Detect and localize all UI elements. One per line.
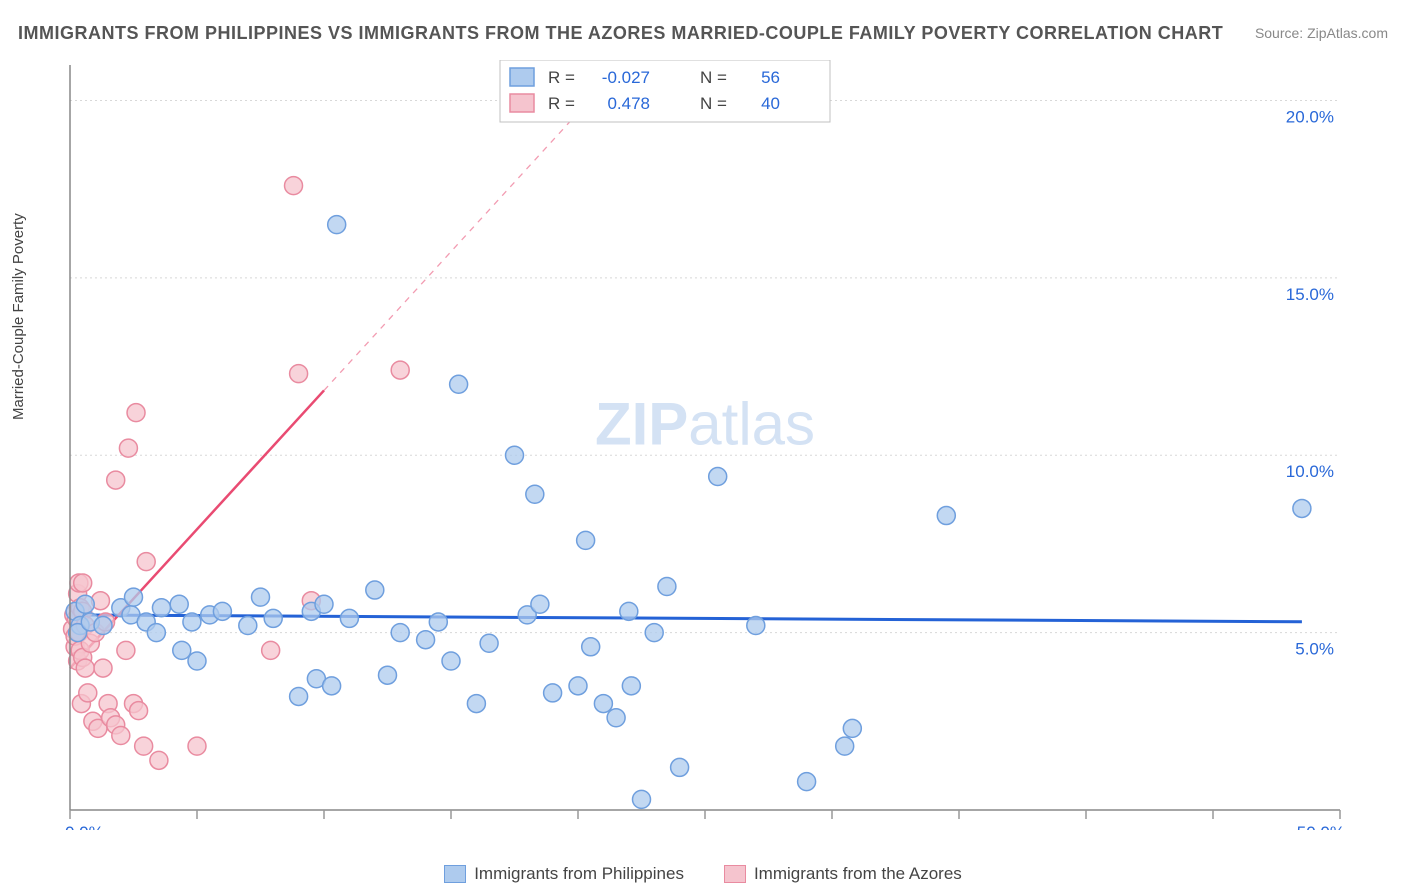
scatter-chart: 5.0% 10.0% 15.0% 20.0% ZIPatlas 0.0% 50.0% R = -…: [60, 60, 1350, 830]
svg-text:20.0%: 20.0%: [1286, 107, 1334, 126]
svg-text:N =: N =: [700, 94, 727, 113]
source-label: Source: ZipAtlas.com: [1255, 25, 1388, 41]
legend-label: Immigrants from Philippines: [474, 864, 684, 884]
legend-swatch-icon: [724, 865, 746, 883]
svg-text:50.0%: 50.0%: [1297, 823, 1345, 830]
svg-text:5.0%: 5.0%: [1295, 640, 1334, 659]
legend-item-philippines: Immigrants from Philippines: [444, 864, 684, 884]
svg-text:15.0%: 15.0%: [1286, 285, 1334, 304]
bottom-legend: Immigrants from Philippines Immigrants f…: [60, 864, 1346, 884]
y-axis-label: Married-Couple Family Poverty: [10, 213, 27, 420]
svg-text:40: 40: [761, 94, 780, 113]
legend-label: Immigrants from the Azores: [754, 864, 962, 884]
chart-title: IMMIGRANTS FROM PHILIPPINES VS IMMIGRANT…: [18, 23, 1223, 44]
svg-text:56: 56: [761, 68, 780, 87]
legend-item-azores: Immigrants from the Azores: [724, 864, 962, 884]
svg-text:10.0%: 10.0%: [1286, 462, 1334, 481]
svg-text:R =: R =: [548, 94, 575, 113]
svg-text:-0.027: -0.027: [602, 68, 650, 87]
svg-text:ZIPatlas: ZIPatlas: [595, 391, 815, 458]
svg-text:0.478: 0.478: [607, 94, 650, 113]
title-bar: IMMIGRANTS FROM PHILIPPINES VS IMMIGRANT…: [18, 18, 1388, 48]
svg-text:0.0%: 0.0%: [65, 823, 104, 830]
svg-text:N =: N =: [700, 68, 727, 87]
legend-swatch-icon: [444, 865, 466, 883]
chart-area: 5.0% 10.0% 15.0% 20.0% ZIPatlas 0.0% 50.0% R = -…: [60, 60, 1350, 830]
svg-text:R =: R =: [548, 68, 575, 87]
